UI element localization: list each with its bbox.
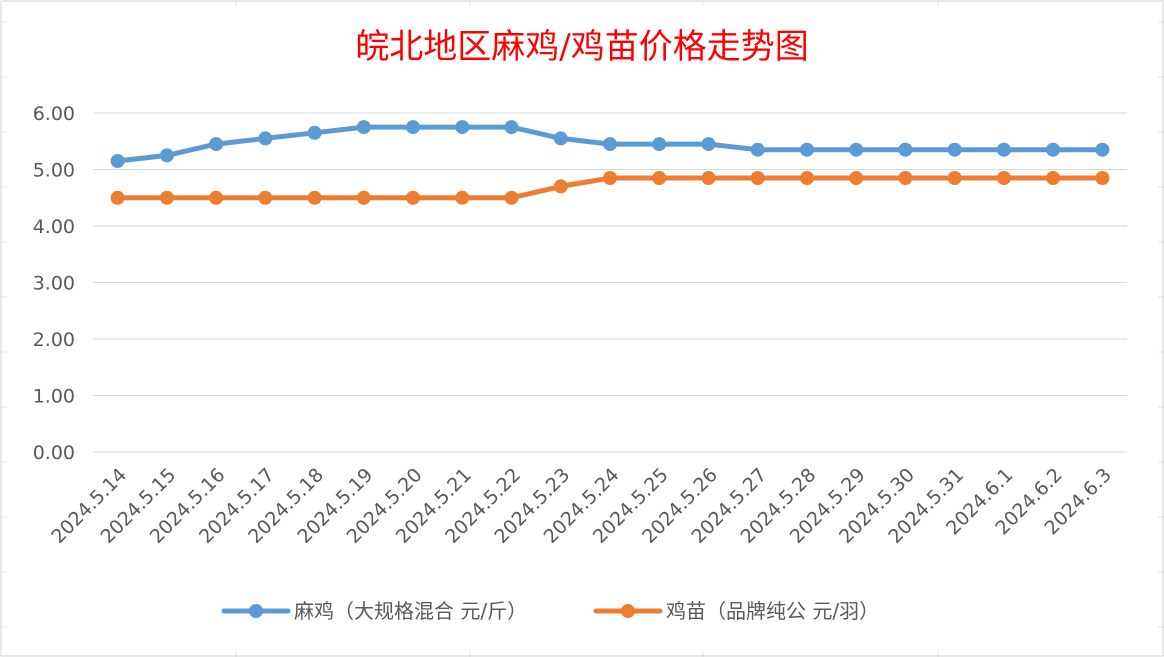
series-layer bbox=[110, 120, 1110, 205]
data-point bbox=[701, 137, 716, 152]
y-tick-label: 1.00 bbox=[33, 386, 75, 408]
series-0 bbox=[110, 120, 1110, 168]
data-point bbox=[800, 142, 814, 157]
series-1 bbox=[110, 171, 1110, 205]
data-point bbox=[849, 142, 864, 157]
data-point bbox=[947, 171, 962, 185]
data-point bbox=[996, 171, 1011, 185]
data-point bbox=[504, 120, 519, 135]
chart-title: 皖北地区麻鸡/鸡苗价格走势图 bbox=[355, 27, 808, 67]
y-tick-label: 6.00 bbox=[33, 103, 75, 125]
y-tick-label: 2.00 bbox=[33, 329, 75, 351]
data-point bbox=[800, 171, 814, 185]
legend-item-1: 鸡苗（品牌纯公 元/羽） bbox=[593, 599, 879, 623]
y-tick-label: 5.00 bbox=[33, 160, 75, 182]
data-point bbox=[652, 137, 667, 152]
legend-label: 鸡苗（品牌纯公 元/羽） bbox=[666, 599, 879, 623]
data-point bbox=[947, 142, 962, 157]
data-point bbox=[603, 137, 617, 152]
data-point bbox=[504, 190, 519, 205]
data-point bbox=[455, 120, 470, 135]
data-point bbox=[159, 148, 174, 163]
data-point bbox=[750, 171, 765, 185]
data-point bbox=[209, 190, 224, 205]
data-point bbox=[209, 137, 224, 152]
data-point bbox=[455, 190, 470, 205]
data-point bbox=[1095, 171, 1110, 185]
y-tick-label: 3.00 bbox=[33, 273, 75, 295]
data-point bbox=[898, 171, 913, 185]
y-axis-tick-labels: 0.00 1.00 2.00 3.00 4.00 5.00 6.00 bbox=[33, 103, 75, 464]
data-point bbox=[356, 120, 371, 135]
data-point bbox=[159, 190, 174, 205]
legend-item-0: 麻鸡（大规格混合 元/斤） bbox=[221, 599, 527, 623]
legend: 麻鸡（大规格混合 元/斤） 鸡苗（品牌纯公 元/羽） bbox=[221, 599, 879, 623]
data-point bbox=[110, 190, 125, 205]
data-point bbox=[652, 171, 667, 185]
data-point bbox=[258, 131, 273, 146]
data-point bbox=[356, 190, 371, 205]
y-gridlines bbox=[93, 112, 1127, 453]
plot-background bbox=[6, 6, 1158, 651]
data-point bbox=[406, 120, 420, 135]
data-point bbox=[1046, 142, 1061, 157]
data-point bbox=[258, 190, 273, 205]
legend-swatch-marker bbox=[249, 604, 263, 618]
data-point bbox=[603, 171, 617, 185]
legend-label: 麻鸡（大规格混合 元/斤） bbox=[294, 599, 527, 623]
data-point bbox=[307, 190, 322, 205]
data-point bbox=[701, 171, 716, 185]
legend-swatch-marker bbox=[621, 604, 635, 618]
data-point bbox=[898, 142, 913, 157]
y-tick-label: 4.00 bbox=[33, 216, 75, 238]
data-point bbox=[406, 190, 420, 205]
data-point bbox=[1095, 142, 1110, 157]
y-tick-label: 0.00 bbox=[33, 442, 75, 464]
data-point bbox=[553, 179, 568, 194]
data-point bbox=[996, 142, 1011, 157]
data-point bbox=[750, 142, 765, 157]
data-point bbox=[553, 131, 568, 146]
data-point bbox=[110, 154, 125, 168]
data-point bbox=[849, 171, 864, 185]
data-point bbox=[1046, 171, 1061, 185]
data-point bbox=[307, 125, 322, 140]
